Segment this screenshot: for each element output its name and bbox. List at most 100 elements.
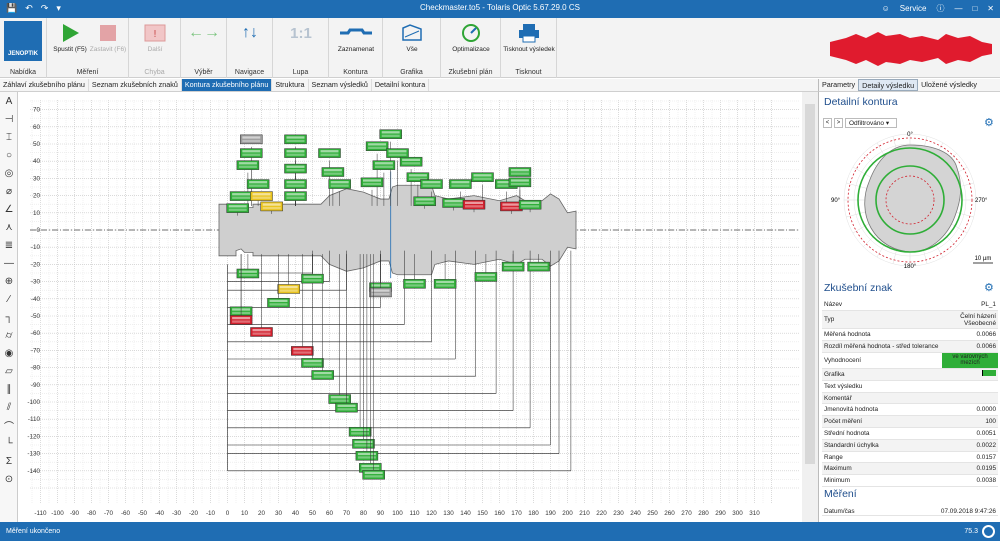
- feature-label[interactable]: [284, 179, 307, 189]
- feature-label[interactable]: [413, 196, 436, 207]
- circle-tool-icon[interactable]: ◎: [4, 167, 14, 179]
- step-tool-icon[interactable]: ┐: [5, 311, 13, 323]
- undo-icon[interactable]: ↶: [25, 3, 33, 13]
- feature-label[interactable]: [399, 156, 423, 167]
- feature-label[interactable]: [501, 261, 525, 272]
- prev-icon[interactable]: <: [823, 118, 832, 128]
- thread-tool-icon[interactable]: ≣: [4, 239, 14, 251]
- feature-label[interactable]: [474, 272, 498, 282]
- feature-label[interactable]: [236, 268, 260, 279]
- stop-button[interactable]: Zastavit (F6): [89, 20, 127, 64]
- feature-label[interactable]: [229, 191, 253, 201]
- redo-icon[interactable]: ↷: [40, 3, 49, 13]
- length-tool-icon[interactable]: ⊣: [4, 113, 14, 125]
- slope-tool-icon[interactable]: ∕: [8, 293, 10, 305]
- angle-tool-icon[interactable]: ∠: [4, 203, 14, 215]
- part-outline[interactable]: [218, 184, 577, 276]
- feature-label[interactable]: [508, 167, 532, 177]
- close-icon[interactable]: ✕: [987, 4, 994, 13]
- next-error-button[interactable]: ! Další: [135, 20, 175, 64]
- feature-label[interactable]: [311, 370, 334, 380]
- feature-label[interactable]: [386, 148, 409, 158]
- tab-plan-header[interactable]: Záhlaví zkušebního plánu: [0, 79, 89, 91]
- gear-icon[interactable]: ⚙: [984, 117, 994, 129]
- tab-structure[interactable]: Struktura: [272, 79, 309, 91]
- save-icon[interactable]: 💾: [6, 3, 18, 13]
- tab-feature-list[interactable]: Seznam zkušebních znaků: [89, 79, 182, 91]
- start-button[interactable]: Spustit (F5): [51, 20, 89, 64]
- feature-label[interactable]: [406, 172, 430, 182]
- feature-label[interactable]: [442, 198, 465, 208]
- flatness-tool-icon[interactable]: ▱: [5, 365, 13, 377]
- dropdown-icon[interactable]: ▾: [56, 3, 61, 13]
- diameter-tool-icon[interactable]: ⌀: [5, 185, 13, 197]
- plan-contour-canvas[interactable]: 706050403020100-10-20-30-40-50-60-70-80-…: [18, 92, 818, 522]
- distance-tool-icon[interactable]: ⌶: [6, 131, 12, 143]
- text-tool-icon[interactable]: A: [5, 95, 13, 107]
- cylindricity-tool-icon[interactable]: ⌭: [5, 329, 13, 341]
- runout-tool-icon[interactable]: ○: [5, 149, 13, 161]
- profile-tool-icon[interactable]: └: [5, 437, 13, 449]
- feature-label[interactable]: [284, 163, 307, 174]
- feature-label[interactable]: [246, 179, 270, 189]
- info-icon[interactable]: ⓘ: [936, 4, 945, 13]
- feature-label[interactable]: [328, 394, 351, 404]
- feature-label[interactable]: [348, 426, 372, 437]
- feature-label[interactable]: [240, 134, 263, 145]
- feature-label[interactable]: [267, 297, 290, 308]
- target-tool-icon[interactable]: ⊙: [4, 473, 14, 485]
- tab-result-details[interactable]: Detaily výsledku: [858, 79, 919, 91]
- feature-label[interactable]: [365, 141, 389, 151]
- feature-label[interactable]: [229, 315, 253, 325]
- feature-label[interactable]: [449, 179, 472, 189]
- feature-label[interactable]: [403, 279, 426, 289]
- feature-label[interactable]: [301, 273, 324, 284]
- feature-label[interactable]: [471, 172, 494, 182]
- feature-label[interactable]: [420, 179, 443, 189]
- jenoptik-logo[interactable]: JENOPTIK: [4, 21, 42, 61]
- tab-plan-contour[interactable]: Kontura zkušebního plánu: [181, 79, 273, 91]
- parallelism-tool-icon[interactable]: ⫽: [6, 401, 12, 413]
- feature-label[interactable]: [277, 284, 300, 294]
- service-label[interactable]: Service: [899, 4, 927, 13]
- sum-tool-icon[interactable]: Σ: [5, 455, 13, 467]
- tab-result-list[interactable]: Seznam výsledků: [309, 79, 372, 91]
- feature-label[interactable]: [518, 199, 542, 210]
- feature-label[interactable]: [284, 134, 307, 145]
- feature-label[interactable]: [250, 327, 273, 337]
- minimize-icon[interactable]: —: [954, 4, 963, 13]
- feature-label[interactable]: [284, 191, 307, 201]
- chamfer-tool-icon[interactable]: ⋏: [5, 221, 13, 233]
- feature-label[interactable]: [250, 191, 273, 201]
- next-icon[interactable]: >: [834, 118, 843, 128]
- feature-label[interactable]: [527, 261, 550, 272]
- maximize-icon[interactable]: □: [972, 4, 978, 13]
- select-arrows-button[interactable]: ←→: [187, 20, 221, 64]
- arc-tool-icon[interactable]: ⌒: [4, 421, 14, 433]
- feature-label[interactable]: [335, 402, 358, 413]
- feature-label[interactable]: [318, 148, 341, 158]
- tab-detail-contour[interactable]: Detailní kontura: [372, 79, 430, 91]
- feature-label[interactable]: [508, 177, 532, 188]
- feature-label[interactable]: [360, 177, 384, 188]
- feature-label[interactable]: [301, 358, 324, 368]
- concentricity-tool-icon[interactable]: ◉: [4, 347, 14, 359]
- feature-label[interactable]: [362, 469, 385, 480]
- feature-label[interactable]: [291, 346, 314, 356]
- feature-label[interactable]: [321, 167, 345, 177]
- feature-label[interactable]: [240, 148, 263, 158]
- position-tool-icon[interactable]: ⊕: [4, 275, 14, 287]
- feature-label[interactable]: [328, 179, 351, 189]
- feature-label[interactable]: [284, 148, 307, 158]
- feature-label[interactable]: [369, 287, 392, 298]
- straightness-tool-icon[interactable]: ∥: [6, 383, 12, 395]
- navigation-arrows-button[interactable]: ↑↓: [233, 20, 267, 64]
- print-result-button[interactable]: Tisknout výsledek: [503, 20, 555, 64]
- vertical-scrollbar[interactable]: [805, 104, 815, 464]
- feature-label[interactable]: [372, 160, 396, 170]
- feature-label[interactable]: [226, 203, 249, 213]
- feature-label[interactable]: [433, 279, 457, 289]
- all-button[interactable]: Vše: [391, 20, 433, 64]
- zoom-1-1-button[interactable]: 1:1: [279, 20, 323, 64]
- filter-dropdown[interactable]: Odfiltrováno ▾: [845, 118, 897, 128]
